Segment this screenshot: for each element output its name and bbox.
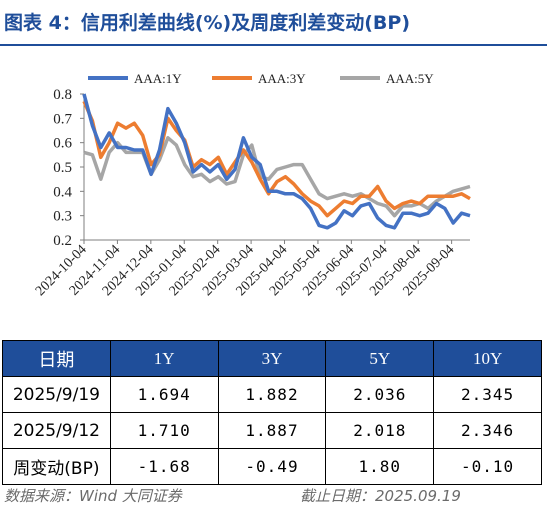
legend-label: AAA:1Y (134, 71, 182, 86)
header-5y: 5Y (325, 340, 435, 377)
cell-1y: 1.694 (109, 376, 219, 413)
chart-title: 图表 4：信用利差曲线(%)及周度利差变动(BP) (4, 12, 411, 34)
cell-10y: 2.346 (433, 412, 542, 449)
row-label: 2025/9/12 (2, 412, 111, 449)
y-tick-label: 0.8 (53, 87, 72, 103)
y-tick-label: 0.7 (53, 111, 72, 127)
legend-label: AAA:5Y (386, 71, 434, 86)
spread-table: 日期 1Y 3Y 5Y 10Y 2025/9/19 1.694 1.882 2.… (2, 340, 542, 485)
header-date: 日期 (2, 340, 111, 377)
cell-5y: 1.80 (325, 448, 435, 485)
table-row: 2025/9/19 1.694 1.882 2.036 2.345 (2, 376, 542, 413)
cutoff-date-note: 截止日期：2025.09.19 (300, 487, 461, 505)
header-3y: 3Y (217, 340, 327, 377)
y-axis: 0.2 0.3 0.4 0.5 0.6 0.7 0.8 (53, 87, 85, 249)
cell-10y: 2.345 (433, 376, 542, 413)
table-row: 2025/9/12 1.710 1.887 2.018 2.346 (2, 412, 542, 449)
source-note: 数据来源：Wind 大同证券 (4, 487, 182, 505)
chart-legend: AAA:1Y AAA:3Y AAA:5Y (88, 71, 434, 86)
title-divider (0, 44, 547, 46)
cell-3y: 1.882 (217, 376, 327, 413)
header-10y: 10Y (433, 340, 542, 377)
series-line-aaa1y (82, 93, 471, 230)
row-label: 周变动(BP) (2, 448, 111, 485)
cell-1y: 1.710 (109, 412, 219, 449)
legend-label: AAA:3Y (258, 71, 306, 86)
cell-5y: 2.036 (325, 376, 435, 413)
cell-5y: 2.018 (325, 412, 435, 449)
cell-3y: -0.49 (217, 448, 327, 485)
series-line-aaa3y (82, 100, 471, 218)
line-chart: AAA:1Y AAA:3Y AAA:5Y 0.2 0.3 0.4 0.5 0.6 0.7 0.8… (33, 71, 471, 299)
table-header-row: 日期 1Y 3Y 5Y 10Y (2, 340, 542, 377)
y-tick-label: 0.4 (53, 184, 72, 200)
table-row: 周变动(BP) -1.68 -0.49 1.80 -0.10 (2, 448, 542, 485)
x-axis: 2024-10-042024-11-042024-12-042025-01-04… (33, 239, 470, 299)
header-1y: 1Y (109, 340, 219, 377)
y-tick-label: 0.3 (53, 209, 72, 225)
row-label: 2025/9/19 (2, 376, 111, 413)
y-tick-label: 0.2 (53, 233, 72, 249)
cell-3y: 1.887 (217, 412, 327, 449)
y-tick-label: 0.5 (53, 160, 72, 176)
y-tick-label: 0.6 (53, 136, 72, 152)
cell-1y: -1.68 (109, 448, 219, 485)
series-lines (82, 93, 471, 230)
cell-10y: -0.10 (433, 448, 542, 485)
